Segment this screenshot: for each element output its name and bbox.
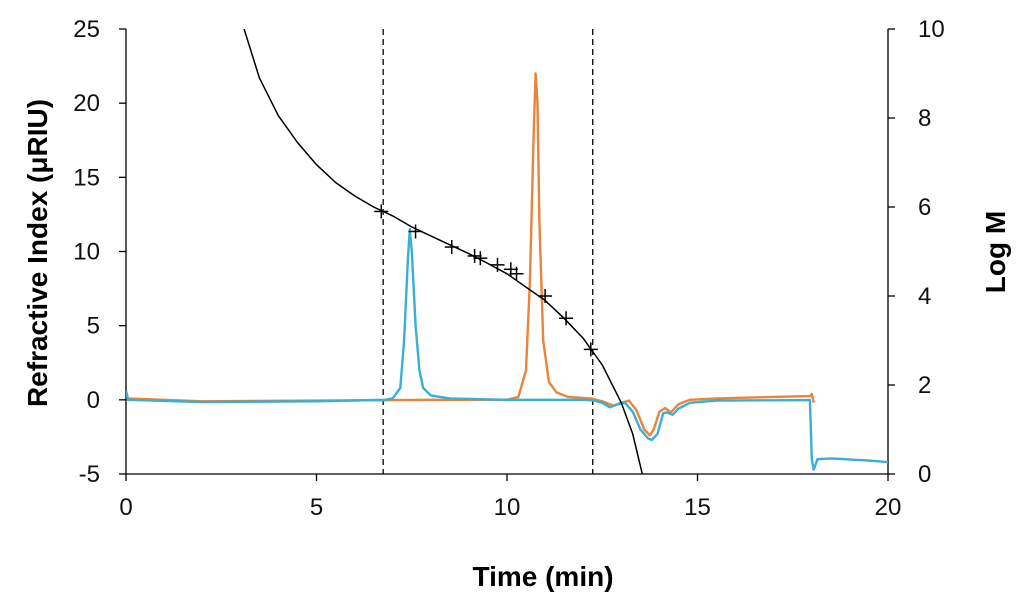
- calibration-marker: [374, 204, 389, 219]
- calibration-markers: [374, 204, 598, 357]
- y-tick-label-right: 10: [918, 16, 945, 43]
- y-axis-title-left: Refractive Index (μRIU): [22, 99, 53, 407]
- plot-frame: [125, 29, 889, 475]
- calibration-marker: [583, 342, 598, 357]
- y-tick-label-left: 10: [73, 239, 100, 266]
- y-tick-label-left: 15: [73, 164, 100, 191]
- y-tick-label-right: 6: [918, 194, 931, 221]
- y-tick-label-left: -5: [79, 461, 100, 488]
- x-tick-label: 20: [875, 494, 902, 521]
- calibration-marker: [509, 266, 524, 281]
- calibration-marker: [444, 240, 459, 255]
- calibration-marker: [559, 311, 574, 326]
- y-axis-title-right: Log M: [980, 211, 1011, 293]
- calibration-marker: [408, 224, 423, 239]
- calibration-marker: [538, 289, 553, 303]
- y-tick-label-right: 2: [918, 372, 931, 399]
- y-tick-label-left: 5: [87, 313, 100, 340]
- y-tick-label-left: 20: [73, 90, 100, 117]
- calibration-marker: [467, 248, 482, 263]
- x-tick-label: 15: [684, 494, 711, 521]
- y-tick-label-right: 4: [918, 283, 931, 310]
- series-lines: [126, 29, 888, 474]
- x-tick-label: 0: [119, 494, 132, 521]
- y-tick-label-right: 8: [918, 105, 931, 132]
- y-tick-label-right: 0: [918, 461, 931, 488]
- calibration-marker: [473, 251, 488, 266]
- calibration-curve-line: [243, 29, 644, 474]
- y-tick-label-left: 25: [73, 16, 100, 43]
- blue-trace-line: [126, 228, 888, 471]
- x-axis-title: Time (min): [472, 561, 613, 592]
- vertical-dashed-lines: [382, 29, 594, 474]
- x-tick-label: 5: [310, 494, 323, 521]
- y-tick-label-left: 0: [87, 387, 100, 414]
- calibration-marker: [490, 257, 505, 272]
- axis-ticks: 0 5 10 15 20 -5 0 5 10 15 20 25 0 2 4 6 8 10: [73, 16, 944, 521]
- x-tick-label: 10: [494, 494, 521, 521]
